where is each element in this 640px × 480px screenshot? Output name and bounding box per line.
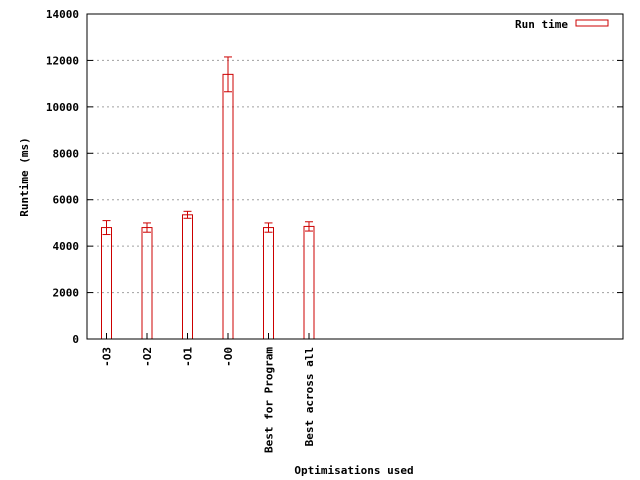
bar bbox=[303, 225, 315, 340]
grid-lines bbox=[87, 59, 623, 294]
legend: Run time bbox=[515, 18, 609, 31]
y-tick-label: 14000 bbox=[46, 8, 79, 21]
plot-frame bbox=[86, 13, 624, 340]
x-tick-label: -O3 bbox=[101, 347, 114, 367]
x-tick-label: -O0 bbox=[222, 347, 235, 367]
y-tick-label: 4000 bbox=[53, 240, 80, 253]
bar bbox=[141, 227, 153, 340]
x-axis-ticks: -O3 -O2 -O1 -O0 Best for Program Best across … bbox=[101, 333, 316, 453]
x-axis-label: Optimisations used bbox=[294, 464, 413, 477]
y-tick-label: 2000 bbox=[53, 287, 80, 300]
y-tick-label: 6000 bbox=[53, 194, 80, 207]
error-bars bbox=[102, 56, 313, 236]
y-axis-ticks: 0 2000 4000 6000 8000 10000 12000 14000 bbox=[46, 8, 623, 346]
y-axis-label: Runtime (ms) bbox=[18, 137, 31, 216]
bar bbox=[263, 227, 274, 340]
y-tick-label: 12000 bbox=[46, 54, 79, 67]
x-tick-label: Best across all bbox=[303, 347, 316, 446]
y-tick-label: 8000 bbox=[53, 147, 80, 160]
y-tick-label: 0 bbox=[72, 333, 79, 346]
x-tick-label: Best for Program bbox=[263, 347, 276, 453]
legend-label: Run time bbox=[515, 18, 568, 31]
x-tick-label: -O2 bbox=[141, 347, 154, 367]
bar bbox=[182, 214, 193, 340]
y-tick-label: 10000 bbox=[46, 101, 79, 114]
legend-swatch bbox=[575, 19, 609, 27]
bar bbox=[222, 73, 234, 340]
bar bbox=[101, 227, 112, 340]
bars bbox=[101, 73, 315, 340]
x-tick-label: -O1 bbox=[182, 347, 195, 367]
